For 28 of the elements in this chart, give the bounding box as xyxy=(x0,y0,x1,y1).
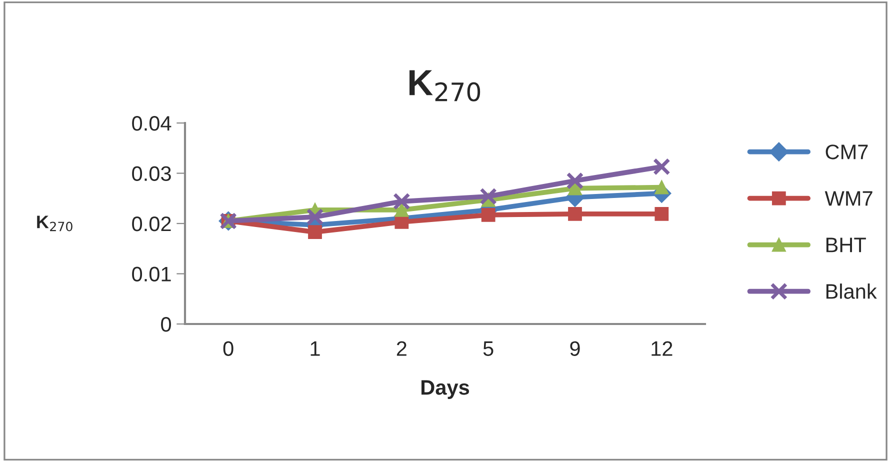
y-axis-title: K$_{270}$ xyxy=(37,216,72,232)
x-tick-label: 0 xyxy=(223,341,234,356)
point xyxy=(566,172,584,190)
y-tick-label: 0.02 xyxy=(132,216,171,232)
point xyxy=(568,207,582,221)
x-tick-label: 1 xyxy=(310,341,320,356)
x-axis-title: Days xyxy=(421,380,470,399)
point xyxy=(394,202,409,217)
chart-title: K$_{270}$ xyxy=(410,70,480,102)
legend-label: WM7 xyxy=(824,191,872,206)
point xyxy=(652,158,670,176)
point xyxy=(308,225,322,239)
point xyxy=(654,180,669,194)
legend-label: BHT xyxy=(826,238,866,252)
legend-label: CM7 xyxy=(826,144,868,160)
x-tick-label: 2 xyxy=(396,341,406,356)
point xyxy=(306,208,324,226)
y-tick-label: 0.04 xyxy=(132,116,172,131)
y-tick-label: 0 xyxy=(161,317,171,332)
point xyxy=(654,207,669,221)
point xyxy=(568,181,582,196)
x-tick-label: 5 xyxy=(483,341,494,356)
y-tick-label: 0.03 xyxy=(132,166,171,182)
legend-label: Blank xyxy=(826,284,877,299)
point xyxy=(392,192,410,210)
x-tick-label: 12 xyxy=(652,341,672,356)
y-tick-label: 0.01 xyxy=(132,266,171,282)
x-tick-label: 9 xyxy=(570,341,580,356)
